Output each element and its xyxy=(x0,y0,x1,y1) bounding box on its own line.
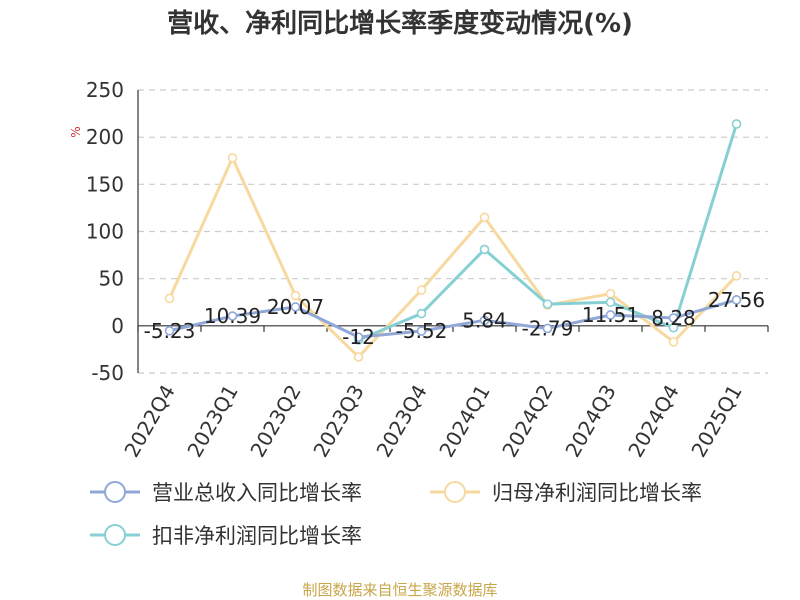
y-tick-label: 150 xyxy=(86,172,124,196)
source-note: 制图数据来自恒生聚源数据库 xyxy=(302,581,497,599)
data-labels: -5.23 10.39 20.07 -12 -5.52 5.84 -2.79 11.51 8.2… xyxy=(144,288,766,349)
legend-item-1: 营业总收入同比增长率 xyxy=(90,481,362,505)
data-label: 27.56 xyxy=(708,288,765,312)
data-point xyxy=(668,337,679,347)
x-tick-label: 2023Q1 xyxy=(182,381,242,462)
data-point xyxy=(605,288,616,299)
data-point xyxy=(731,271,742,281)
data-point xyxy=(605,310,616,320)
data-point xyxy=(164,325,175,336)
data-point xyxy=(416,308,427,319)
data-point xyxy=(668,313,679,323)
data-point xyxy=(227,153,238,163)
data-point xyxy=(227,311,238,321)
legend-label: 归母净利润同比增长率 xyxy=(492,481,702,505)
data-point xyxy=(542,299,553,309)
data-point xyxy=(479,244,490,255)
x-tick-label: 2023Q3 xyxy=(308,381,368,462)
series-lines xyxy=(164,119,742,362)
data-label: -2.79 xyxy=(522,316,574,340)
series-line xyxy=(169,298,737,339)
data-point xyxy=(290,290,301,301)
data-point xyxy=(542,323,553,334)
data-label: 5.84 xyxy=(462,308,507,332)
data-label: 11.51 xyxy=(582,303,639,327)
legend-item-2: 归母净利润同比增长率 xyxy=(430,481,702,505)
y-tick-label: -50 xyxy=(91,361,124,385)
x-tick-label: 2025Q1 xyxy=(686,381,746,462)
data-point xyxy=(479,315,490,326)
x-tick-label: 2024Q2 xyxy=(497,381,557,462)
x-tick-label: 2024Q1 xyxy=(434,381,494,462)
data-point xyxy=(731,119,742,129)
y-tick-label: 100 xyxy=(86,220,124,244)
legend-marker xyxy=(444,481,466,503)
y-tick-label: 50 xyxy=(99,267,124,291)
legend-marker xyxy=(104,481,126,503)
legend-label: 营业总收入同比增长率 xyxy=(152,481,362,505)
data-point xyxy=(353,332,364,342)
data-point xyxy=(605,297,616,308)
series-1 xyxy=(164,295,742,342)
x-tick-label: 2023Q4 xyxy=(371,381,431,462)
x-tick-label: 2024Q4 xyxy=(623,381,683,462)
chart-title: 营收、净利同比增长率季度变动情况(%) xyxy=(167,8,633,39)
data-point xyxy=(290,302,301,312)
data-label: 8.28 xyxy=(651,306,696,330)
data-point xyxy=(731,295,742,305)
data-label: 10.39 xyxy=(204,304,261,328)
data-point xyxy=(164,293,175,304)
y-axis-unit: % xyxy=(69,126,83,137)
y-tick-label: 250 xyxy=(86,78,124,102)
data-label: -5.52 xyxy=(396,319,448,343)
x-tick-label: 2024Q3 xyxy=(560,381,620,462)
x-tick-label: 2023Q2 xyxy=(245,381,305,462)
data-point xyxy=(353,352,364,362)
data-point xyxy=(479,212,490,223)
data-label: 20.07 xyxy=(267,295,324,319)
data-point xyxy=(668,322,679,333)
data-point xyxy=(416,285,427,295)
data-label: -5.23 xyxy=(144,319,196,343)
y-tick-label: 200 xyxy=(86,125,124,149)
y-tick-label: 0 xyxy=(111,314,124,338)
x-tick-label: 2022Q4 xyxy=(119,381,179,462)
legend-label: 扣非净利润同比增长率 xyxy=(152,524,362,548)
legend-item-3: 扣非净利润同比增长率 xyxy=(90,524,362,548)
data-label: -12 xyxy=(342,325,375,349)
legend-marker xyxy=(104,524,126,546)
data-point xyxy=(416,326,427,336)
